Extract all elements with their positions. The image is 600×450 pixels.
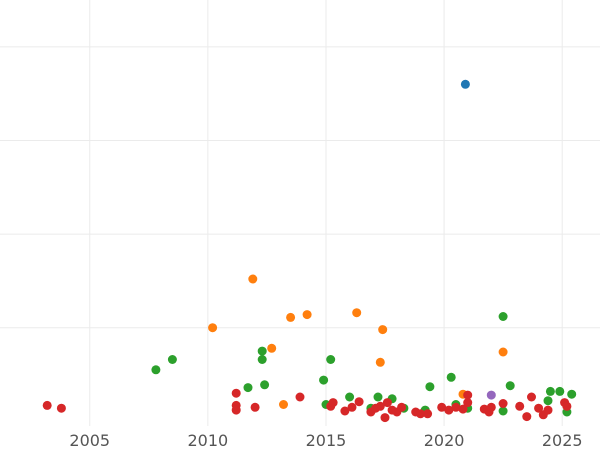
data-point-red <box>444 405 454 415</box>
data-point-red <box>42 400 52 410</box>
data-point-purple <box>486 390 496 400</box>
data-point-green <box>319 375 329 385</box>
data-point-red <box>534 403 544 413</box>
data-point-green <box>498 406 508 416</box>
data-point-orange <box>208 323 218 333</box>
data-point-green <box>498 312 508 321</box>
data-point-green <box>425 382 435 392</box>
data-point-green <box>567 389 577 399</box>
data-point-red <box>458 404 468 414</box>
data-point-green <box>543 396 553 406</box>
data-point-red <box>562 401 572 411</box>
x-axis-ticks: 2005 2010 2015 2020 2025 <box>69 431 582 450</box>
data-point-orange <box>286 312 296 322</box>
data-point-red <box>416 409 425 419</box>
x-tick-label: 2020 <box>424 431 465 450</box>
data-point-blue <box>460 79 470 89</box>
data-point-red <box>347 402 357 412</box>
x-tick-label: 2010 <box>188 431 229 450</box>
data-point-red <box>527 392 536 402</box>
data-point-orange <box>378 325 388 335</box>
data-point-orange <box>248 274 258 284</box>
data-point-orange <box>302 310 312 320</box>
data-point-red <box>250 402 260 412</box>
data-point-orange <box>375 357 385 367</box>
data-point-green <box>505 381 515 391</box>
data-point-green <box>345 392 355 402</box>
data-point-green <box>243 383 253 393</box>
x-tick-label: 2015 <box>306 431 347 450</box>
data-point-red <box>375 401 385 411</box>
data-point-orange <box>267 343 277 353</box>
data-point-red <box>498 399 508 408</box>
data-point-green <box>446 372 456 382</box>
data-point-red <box>463 398 473 408</box>
data-point-red <box>522 412 532 422</box>
data-point-green <box>555 386 565 396</box>
data-point-red <box>423 409 433 419</box>
data-point-red <box>543 405 553 415</box>
data-point-red <box>397 402 407 412</box>
data-point-red <box>382 398 392 408</box>
data-point-red <box>231 405 241 415</box>
data-point-red <box>437 402 447 412</box>
data-point-red <box>231 388 241 398</box>
x-tick-label: 2005 <box>69 431 110 450</box>
data-point-orange <box>498 347 508 357</box>
data-point-red <box>380 413 390 423</box>
data-point-red <box>486 402 496 412</box>
x-tick-label: 2025 <box>542 431 583 450</box>
data-point-red <box>295 392 305 402</box>
data-point-red <box>451 402 461 412</box>
data-point-red <box>354 397 364 407</box>
data-point-red <box>515 401 525 411</box>
data-point-red <box>340 406 350 416</box>
data-point-green <box>257 355 267 364</box>
data-point-red <box>463 390 473 400</box>
data-point-red <box>56 403 66 413</box>
grid-lines <box>0 0 600 426</box>
data-point-orange <box>279 400 288 409</box>
data-point-green <box>326 355 336 364</box>
data-point-green <box>167 355 177 364</box>
data-point-orange <box>352 308 362 318</box>
data-points <box>42 79 577 423</box>
data-point-green <box>260 380 270 390</box>
data-point-green <box>257 346 267 356</box>
data-point-red <box>328 398 338 408</box>
data-point-green <box>545 386 555 396</box>
data-point-green <box>373 392 383 402</box>
data-point-green <box>151 365 161 375</box>
